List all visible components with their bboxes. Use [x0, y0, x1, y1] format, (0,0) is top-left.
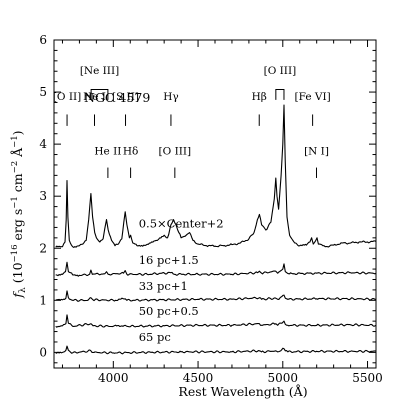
line-id-label: [Fe VI] [295, 91, 331, 103]
y-tick-label: 0 [39, 345, 47, 359]
bracket-id-label: [Ne III] [80, 65, 119, 77]
y-tick-label: 2 [39, 241, 47, 255]
spectrum-label: 16 pc+1.5 [139, 253, 199, 267]
bracket-id-mark [90, 88, 109, 100]
line-id-label: [O III] [159, 146, 192, 158]
x-tick-label: 4500 [183, 371, 214, 385]
spectrum-line [55, 345, 377, 355]
y-axis-label: fλ (10−16 erg s−1 cm−2 Å−1) [10, 130, 28, 298]
line-id-label: Hβ [252, 91, 267, 103]
y-tick-label: 5 [39, 85, 47, 99]
spectrum-label: 50 pc+0.5 [139, 304, 199, 318]
bracket-id-label: [O III] [264, 65, 297, 77]
x-tick-label: 5500 [352, 371, 383, 385]
line-id-label: Hδ [123, 146, 138, 158]
y-tick-label: 3 [39, 189, 47, 203]
spectrum-label: 0.5×Center+2 [139, 216, 224, 230]
line-id-label: Hγ [163, 91, 178, 103]
chart-title: NGC 4579 [84, 90, 150, 105]
line-identifications: [O II] He I [S II] Hγ Hβ [Fe VI] He II Hδ [O III… [53, 65, 331, 178]
spectra-series: 0.5×Center+2 16 pc+1.5 33 pc+1 50 pc+0.5 65 … [55, 104, 377, 355]
x-tick-label: 4000 [98, 371, 129, 385]
spectrum-line [55, 104, 377, 248]
x-axis-label: Rest Wavelength (Å) [178, 384, 307, 399]
line-id-label: [O II] [53, 91, 81, 103]
x-tick-label: 5000 [268, 371, 299, 385]
line-id-label: He I [83, 91, 106, 103]
line-id-label: He II [94, 146, 121, 158]
y-tick-label: 1 [39, 293, 47, 307]
spectrum-line [55, 290, 376, 302]
line-id-label: [N I] [304, 146, 329, 158]
axis-ticks: 4000 4500 5000 5500 0 1 2 3 4 5 6 [39, 33, 382, 385]
spectrum-label: 33 pc+1 [139, 279, 188, 293]
line-id-label: [S II] [112, 91, 139, 103]
spectrum-label: 65 pc [139, 330, 171, 344]
bracket-id-mark [275, 88, 285, 100]
y-tick-label: 4 [39, 137, 47, 151]
y-tick-label: 6 [39, 33, 47, 47]
spectrum-line [55, 314, 377, 328]
spectrum-line [55, 261, 377, 277]
